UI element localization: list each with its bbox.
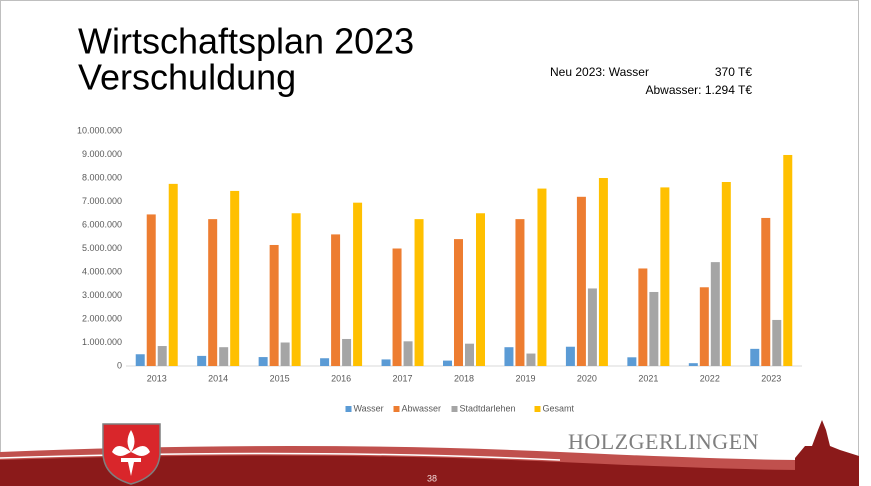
y-tick-label: 3.000.000 [82, 290, 122, 300]
bar [136, 354, 145, 366]
y-tick-label: 2.000.000 [82, 313, 122, 323]
x-tick-label: 2022 [700, 373, 720, 383]
note-line-1-value: 370 T€ [715, 65, 752, 79]
bar [415, 219, 424, 366]
note-line-2: Abwasser: 1.294 T€ [645, 83, 752, 97]
bar [320, 358, 329, 366]
bar [772, 320, 781, 366]
y-tick-label: 6.000.000 [82, 219, 122, 229]
y-tick-label: 10.000.000 [77, 125, 122, 135]
bar [147, 214, 156, 366]
bar [292, 213, 301, 366]
bar [761, 218, 770, 366]
bar [465, 344, 474, 366]
bar [443, 361, 452, 366]
note-line-1: Neu 2023: Wasser [550, 65, 649, 79]
bar [342, 339, 351, 366]
bar [649, 292, 658, 366]
x-tick-label: 2019 [515, 373, 535, 383]
legend-label: Abwasser [402, 403, 442, 413]
bar [722, 182, 731, 366]
y-tick-label: 7.000.000 [82, 196, 122, 206]
x-tick-label: 2023 [761, 373, 781, 383]
bar [515, 219, 524, 366]
bar [197, 356, 206, 366]
legend-swatch [394, 406, 400, 412]
bar [393, 249, 402, 367]
bar [454, 239, 463, 366]
bar [404, 341, 413, 366]
x-tick-label: 2017 [393, 373, 413, 383]
legend-label: Gesamt [543, 403, 575, 413]
x-tick-label: 2020 [577, 373, 597, 383]
bar [750, 349, 759, 366]
legend-swatch [535, 406, 541, 412]
y-tick-label: 1.000.000 [82, 337, 122, 347]
bar [476, 213, 485, 366]
bar [577, 197, 586, 366]
bar [783, 155, 792, 366]
logo-subtitle: ein Platz zum Wohlfühlen! [610, 457, 703, 466]
bar [331, 234, 340, 366]
page-number: 38 [427, 473, 437, 483]
logo-text: HOLZGERLINGEN [568, 429, 759, 454]
legend-swatch [452, 406, 458, 412]
title-line-1: Wirtschaftsplan 2023 [78, 21, 414, 62]
bar [158, 346, 167, 366]
bar [660, 187, 669, 366]
legend-label: Wasser [354, 403, 384, 413]
x-tick-label: 2014 [208, 373, 228, 383]
bar [504, 347, 513, 366]
bar [219, 347, 228, 366]
bar [700, 287, 709, 366]
bar [230, 191, 239, 366]
y-tick-label: 5.000.000 [82, 243, 122, 253]
legend-swatch [346, 406, 352, 412]
y-tick-label: 8.000.000 [82, 172, 122, 182]
x-tick-label: 2013 [147, 373, 167, 383]
legend-label: Stadtdarlehen [460, 403, 516, 413]
bar [537, 189, 546, 366]
x-tick-label: 2015 [270, 373, 290, 383]
title-line-2: Verschuldung [78, 57, 296, 98]
slide: Wirtschaftsplan 2023 Verschuldung Neu 20… [0, 0, 871, 486]
bar [599, 178, 608, 366]
bar [638, 268, 647, 366]
x-tick-label: 2018 [454, 373, 474, 383]
bar [588, 288, 597, 366]
y-tick-label: 0 [117, 360, 122, 370]
bar [259, 357, 268, 366]
bar [270, 245, 279, 366]
bar [353, 203, 362, 366]
bar [566, 347, 575, 366]
bar [711, 262, 720, 366]
bar [627, 357, 636, 366]
bar [169, 184, 178, 366]
bar [208, 219, 217, 366]
x-tick-label: 2021 [638, 373, 658, 383]
chart: Wirtschaftsplan 2023 Verschuldung Neu 20… [0, 0, 871, 486]
x-tick-label: 2016 [331, 373, 351, 383]
bar [526, 354, 535, 366]
y-tick-label: 9.000.000 [82, 149, 122, 159]
bar [382, 359, 391, 366]
bar [281, 343, 290, 367]
y-tick-label: 4.000.000 [82, 266, 122, 276]
bar [689, 363, 698, 366]
